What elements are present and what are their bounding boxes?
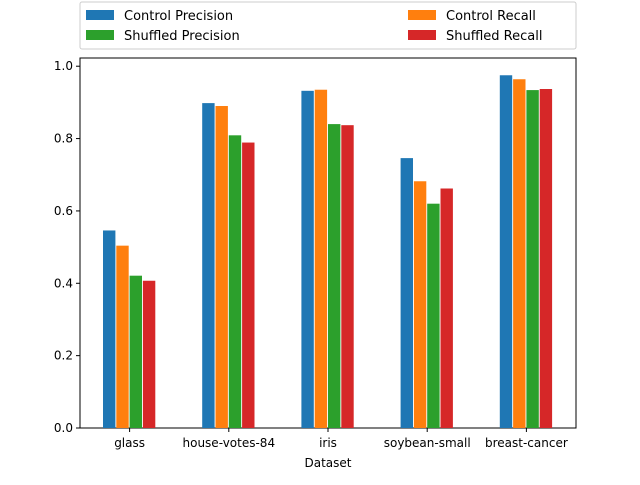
legend-entry: Control Precision <box>124 9 233 24</box>
bar-glass-1 <box>116 245 129 428</box>
legend-entry: Shuffled Precision <box>124 29 240 44</box>
x-tick-label: iris <box>319 436 337 450</box>
x-tick-label: soybean-small <box>384 436 471 450</box>
y-tick-label: 0.2 <box>54 349 73 363</box>
y-tick-label: 1.0 <box>54 59 73 73</box>
x-axis: glass house-votes-84 iris soybean-small brea… <box>114 428 568 450</box>
bars <box>103 75 553 429</box>
y-tick-label: 0.4 <box>54 276 73 290</box>
legend-frame <box>79 1 577 50</box>
bar-iris-3 <box>341 125 354 429</box>
bar-house-votes-84-2 <box>228 135 242 428</box>
bar-soybean-small-1 <box>413 181 427 428</box>
x-axis-label: Dataset <box>305 456 352 470</box>
bar-breast-cancer-0 <box>499 75 513 428</box>
y-axis: 0.0 0.2 0.4 0.6 0.8 1.0 <box>54 59 80 435</box>
x-tick-label: glass <box>114 436 145 450</box>
x-tick-label: breast-cancer <box>485 436 568 450</box>
legend: Control Precision Control Recall Shuffled … <box>79 1 577 50</box>
legend-swatch <box>86 30 114 40</box>
bar-iris-0 <box>301 90 314 428</box>
bar-soybean-small-3 <box>440 188 453 428</box>
x-tick-label: house-votes-84 <box>183 436 276 450</box>
bar-breast-cancer-3 <box>539 89 553 428</box>
bar-breast-cancer-2 <box>526 90 539 428</box>
bar-soybean-small-0 <box>400 158 413 429</box>
bar-house-votes-84-1 <box>215 106 228 428</box>
legend-swatch <box>408 30 436 40</box>
bar-glass-2 <box>129 275 142 428</box>
bar-iris-1 <box>314 89 328 428</box>
y-tick-label: 0.0 <box>54 421 73 435</box>
bar-glass-0 <box>103 230 116 428</box>
legend-swatch <box>86 10 114 20</box>
bar-soybean-small-2 <box>427 203 440 428</box>
bar-house-votes-84-3 <box>242 142 255 429</box>
bar-iris-2 <box>328 124 341 428</box>
y-tick-label: 0.6 <box>54 204 73 218</box>
bar-glass-3 <box>142 280 156 428</box>
bar-breast-cancer-1 <box>513 79 526 429</box>
y-tick-label: 0.8 <box>54 132 73 146</box>
legend-entry: Shuffled Recall <box>446 29 542 44</box>
bar-house-votes-84-0 <box>202 103 215 429</box>
legend-entry: Control Recall <box>446 9 536 24</box>
legend-swatch <box>408 10 436 20</box>
